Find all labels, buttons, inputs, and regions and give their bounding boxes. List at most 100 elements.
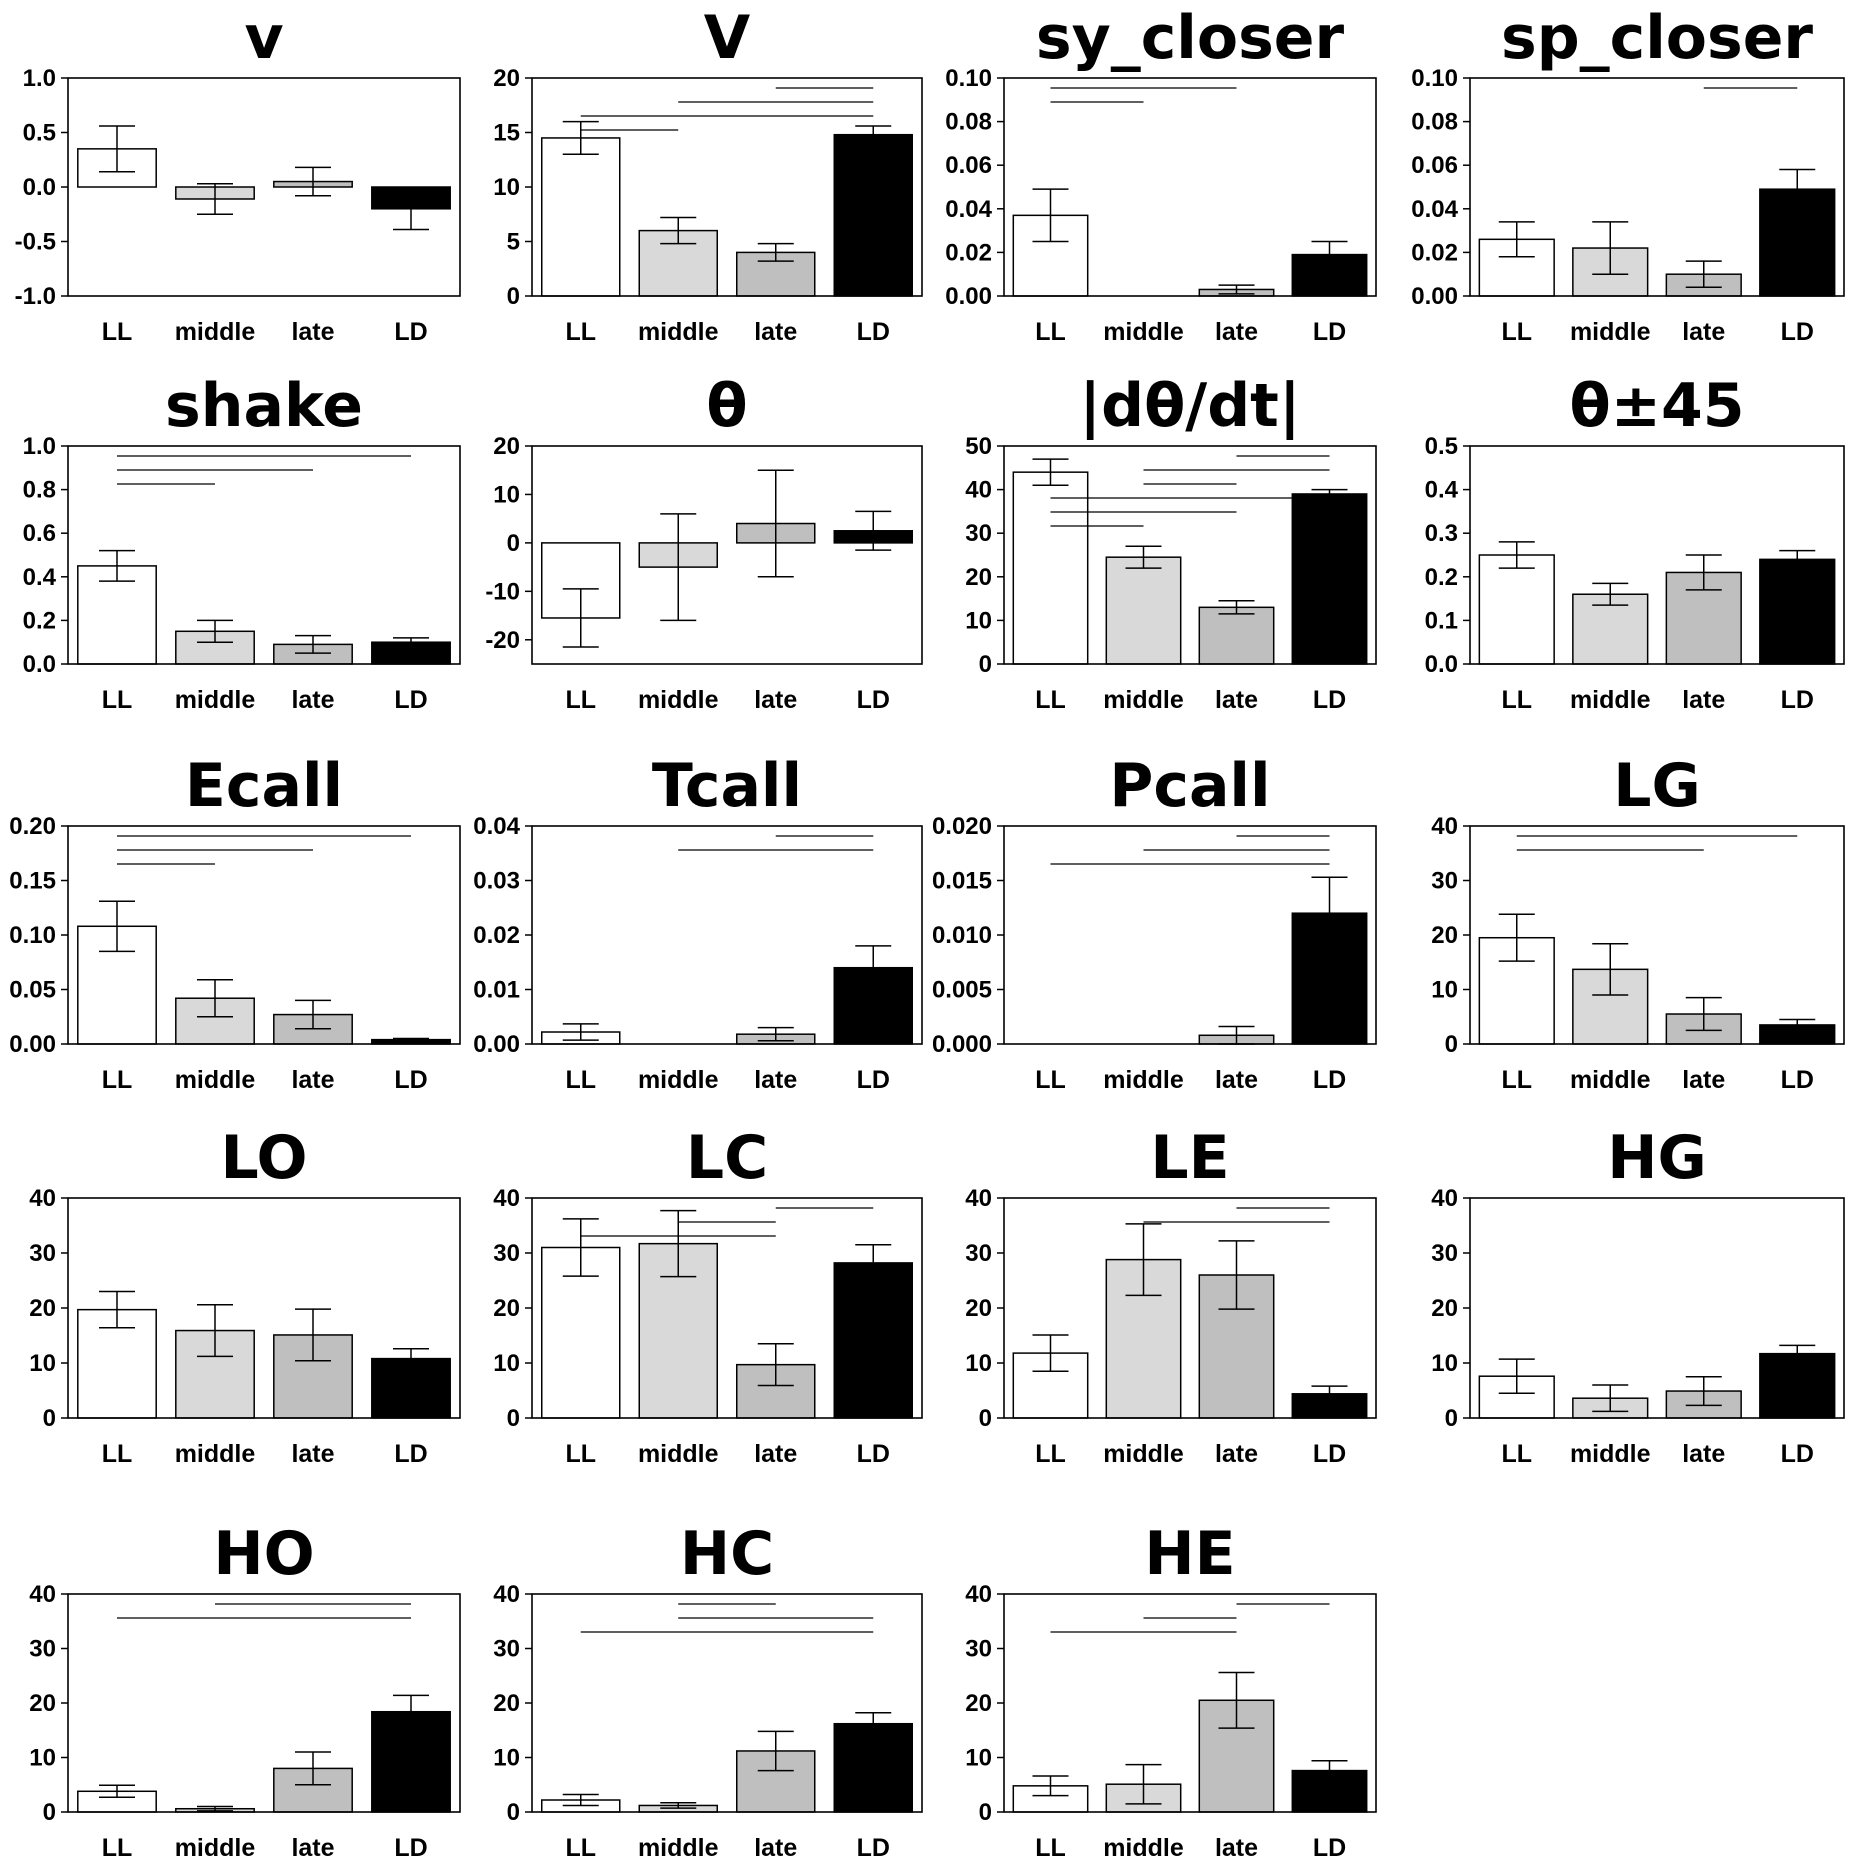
x-category-label: LL	[1501, 318, 1532, 346]
y-tick-label: 40	[493, 1581, 520, 1608]
y-tick-label: 0.4	[23, 564, 57, 591]
y-tick-label: 40	[1431, 813, 1458, 840]
plot-frame	[1469, 77, 1845, 297]
x-category-label: LL	[1501, 1066, 1532, 1094]
y-tick-label: 30	[1431, 868, 1458, 895]
y-tick-label: 1.0	[23, 65, 56, 92]
y-tick-label: 20	[29, 1690, 56, 1717]
y-tick-label: 0.000	[932, 1031, 992, 1058]
bar-ld	[833, 1262, 913, 1419]
x-category-label: middle	[1103, 1440, 1184, 1468]
plot-frame	[67, 77, 461, 297]
x-category-label: LD	[1313, 1440, 1346, 1468]
y-tick-label: 30	[29, 1636, 56, 1663]
y-tick-label: 30	[965, 1636, 992, 1663]
x-category-label: middle	[1570, 1440, 1651, 1468]
y-tick-label: 0	[979, 1799, 992, 1826]
y-tick-label: 0.3	[1425, 520, 1458, 547]
x-category-label: middle	[1570, 686, 1651, 714]
y-tick-label: 0.08	[1411, 109, 1458, 136]
chart-panel: Ecall 0.00 0.05 0.10 0.15 0.20 LL middle late LD	[9, 751, 461, 1094]
chart-title: HC	[680, 1519, 774, 1589]
y-tick-label: 0.04	[945, 196, 992, 223]
y-tick-label: 0.2	[1425, 564, 1458, 591]
chart-panel: v -1.0 -0.5 0.0 0.5 1.0 LL middle late LD	[15, 3, 461, 346]
x-category-label: middle	[175, 318, 256, 346]
y-tick-label: 40	[965, 477, 992, 504]
x-category-label: LL	[1035, 318, 1066, 346]
y-tick-label: 20	[29, 1295, 56, 1322]
x-category-label: late	[754, 1066, 797, 1094]
y-tick-label: 40	[29, 1581, 56, 1608]
x-category-label: late	[1682, 1066, 1725, 1094]
x-category-label: LD	[1313, 1066, 1346, 1094]
chart-panel: Tcall 0.00 0.01 0.02 0.03 0.04 LL middle late LD	[473, 751, 923, 1094]
bar-late	[1198, 606, 1275, 665]
y-tick-label: 0	[979, 651, 992, 678]
y-tick-label: 15	[493, 120, 520, 147]
y-tick-label: 40	[1431, 1185, 1458, 1212]
y-tick-label: 20	[493, 1295, 520, 1322]
x-category-label: middle	[1103, 686, 1184, 714]
x-category-label: middle	[638, 1834, 719, 1859]
chart-title: Tcall	[652, 751, 802, 821]
y-tick-label: 40	[493, 1185, 520, 1212]
x-category-label: LL	[565, 1834, 596, 1859]
x-category-label: late	[291, 1834, 334, 1859]
y-tick-label: 0.03	[473, 868, 520, 895]
bar-middle	[1105, 556, 1182, 665]
chart-title: HO	[213, 1519, 314, 1589]
y-tick-label: 10	[965, 1350, 992, 1377]
y-tick-label: 40	[965, 1185, 992, 1212]
bar-ll	[1012, 1785, 1089, 1813]
y-tick-label: 0.10	[1411, 65, 1458, 92]
plot-frame	[1003, 825, 1377, 1045]
x-category-label: LL	[1035, 1440, 1066, 1468]
x-category-label: LL	[102, 318, 133, 346]
x-category-label: LL	[565, 318, 596, 346]
x-category-label: LL	[1035, 686, 1066, 714]
y-tick-label: 40	[29, 1185, 56, 1212]
y-tick-label: 20	[1431, 1295, 1458, 1322]
y-tick-label: 0.02	[1411, 239, 1458, 266]
y-tick-label: 20	[1431, 922, 1458, 949]
chart-title: Pcall	[1109, 751, 1270, 821]
x-category-label: LD	[394, 686, 427, 714]
x-category-label: LD	[857, 1440, 890, 1468]
plot-frame	[67, 445, 461, 665]
plot-frame	[67, 1197, 461, 1419]
x-category-label: late	[754, 1834, 797, 1859]
chart-panel: |dθ/dt| 0 10 20 30 40 50 LL middle late LD	[965, 371, 1377, 714]
y-tick-label: 0.10	[945, 65, 992, 92]
y-tick-label: 0.10	[9, 922, 56, 949]
y-tick-label: 0	[1445, 1031, 1458, 1058]
y-tick-label: 0.0	[23, 174, 56, 201]
bar-ll	[1478, 554, 1555, 665]
x-category-label: LL	[1035, 1834, 1066, 1859]
y-tick-label: 0.4	[1425, 477, 1459, 504]
plot-frame	[1003, 77, 1377, 297]
x-category-label: late	[291, 686, 334, 714]
y-tick-label: 0.01	[473, 977, 520, 1004]
bar-ld	[1759, 558, 1836, 665]
y-tick-label: 0.08	[945, 109, 992, 136]
chart-panel: θ±45 0.0 0.1 0.2 0.3 0.4 0.5 LL middle late LD	[1425, 371, 1845, 714]
y-tick-label: -1.0	[15, 283, 56, 310]
y-tick-label: 0.020	[932, 813, 992, 840]
x-category-label: late	[1215, 1440, 1258, 1468]
x-category-label: LL	[1035, 1066, 1066, 1094]
x-category-label: middle	[638, 318, 719, 346]
chart-title: θ±45	[1570, 371, 1745, 441]
y-tick-label: 0.1	[1425, 607, 1458, 634]
y-tick-label: 0.05	[9, 977, 56, 1004]
y-tick-label: 30	[965, 520, 992, 547]
plot-frame	[1003, 445, 1377, 665]
chart-panel: θ -20 -10 0 10 20 LL middle late LD	[485, 371, 923, 714]
chart-panel: LC 0 10 20 30 40 LL middle late LD	[493, 1123, 923, 1468]
y-tick-label: 10	[493, 1350, 520, 1377]
x-category-label: middle	[638, 1066, 719, 1094]
y-tick-label: 0.04	[473, 813, 520, 840]
chart-title: HE	[1144, 1519, 1235, 1589]
y-tick-label: 0	[507, 1799, 520, 1826]
